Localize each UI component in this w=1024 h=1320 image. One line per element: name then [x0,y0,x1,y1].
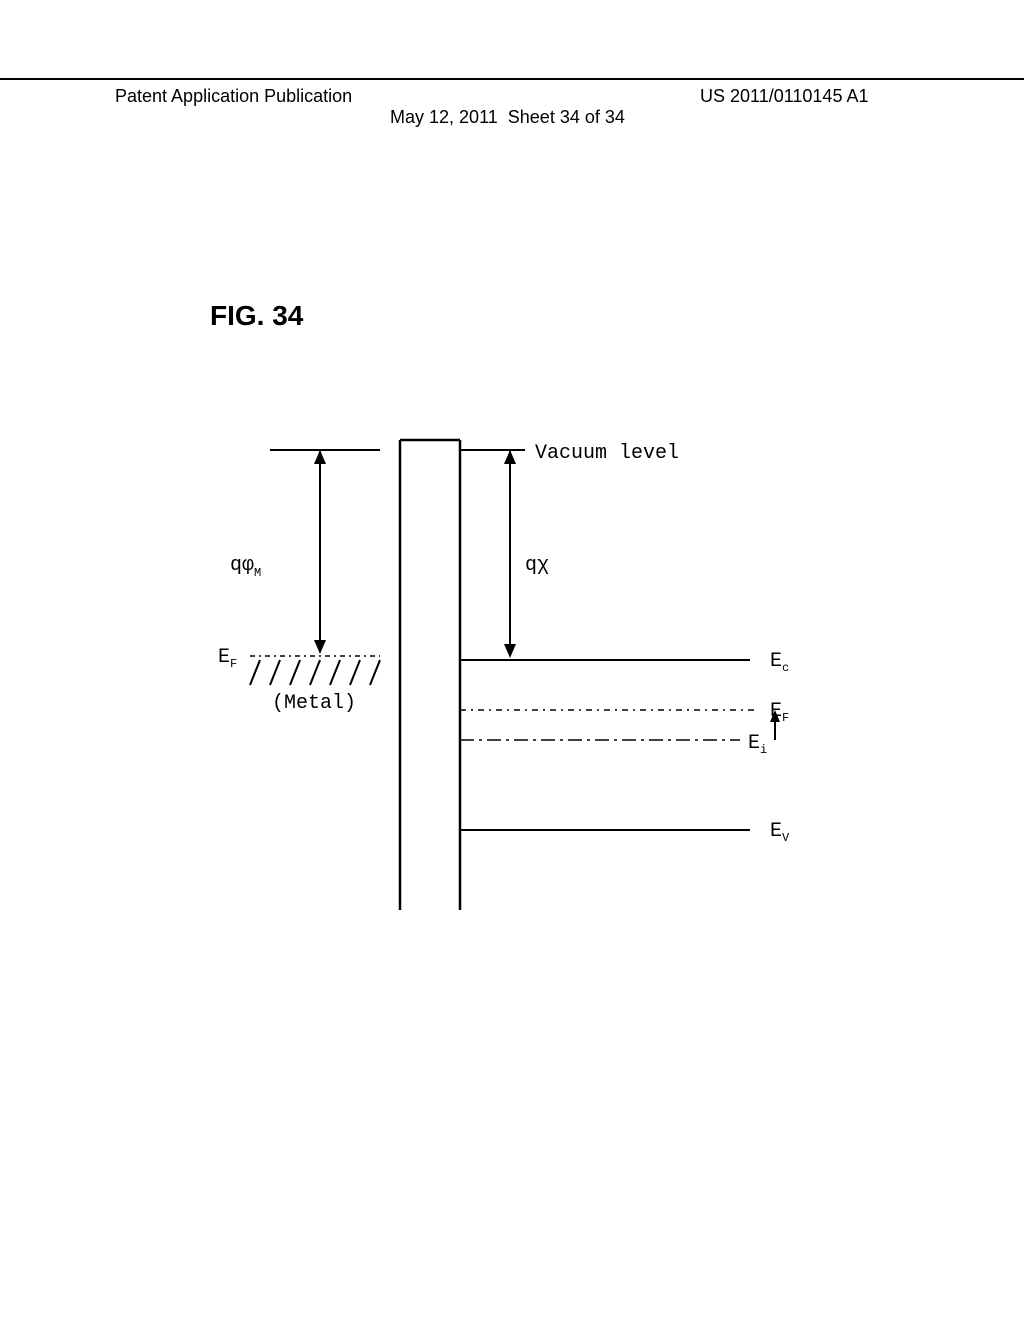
label-ev: EV [770,820,790,845]
label-qphi: qφM [230,554,261,580]
energy-band-diagram: Vacuum level qφM qχ EF (Metal) Ec EF Ei … [210,410,850,930]
label-qphi-sub: M [254,566,261,580]
insulator-barrier [400,440,460,910]
label-ef-metal-sub: F [230,657,237,671]
label-ei-e: E [748,732,760,755]
label-ev-e: E [770,820,782,843]
label-ec-e: E [770,650,782,673]
label-ec: Ec [770,650,789,675]
label-ev-sub: V [782,831,790,845]
label-ef-metal: EF [218,646,237,671]
header-sheet: Sheet 34 of 34 [508,107,625,127]
header-mid: May 12, 2011 Sheet 34 of 34 [370,86,625,149]
label-vacuum: Vacuum level [535,442,679,465]
label-ec-sub: c [782,661,789,675]
label-ei-sub: i [760,743,767,757]
label-ef-semi: EF [770,700,789,725]
label-qphi-main: qφ [230,554,254,577]
label-metal: (Metal) [272,692,356,715]
page-header: Patent Application Publication May 12, 2… [0,78,1024,84]
label-ef-metal-e: E [218,646,230,669]
label-qchi: qχ [525,554,549,577]
figure-title: FIG. 34 [210,300,303,332]
label-ei: Ei [748,732,767,757]
metal-region [250,450,380,685]
header-pubno: US 2011/0110145 A1 [700,86,868,107]
header-left: Patent Application Publication [115,86,352,107]
header-date: May 12, 2011 [390,107,498,127]
label-ef-semi-e: E [770,700,782,723]
label-ef-semi-sub: F [782,711,789,725]
semiconductor-region [460,450,780,830]
